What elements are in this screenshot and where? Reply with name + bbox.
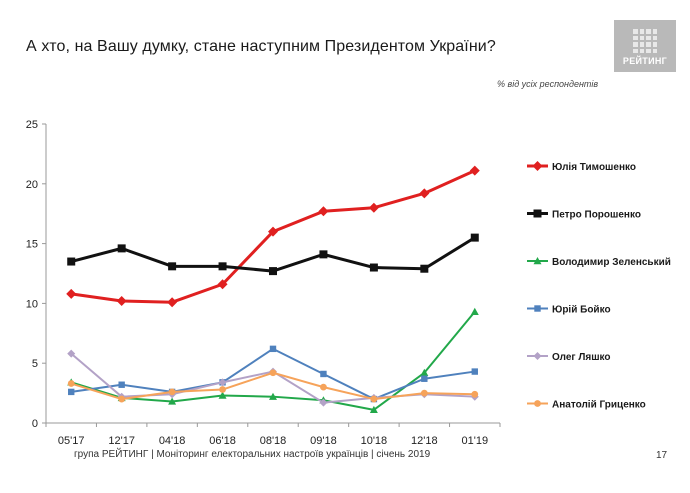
data-point (118, 381, 125, 388)
logo-text: РЕЙТИНГ (622, 56, 668, 66)
x-tick-label: 08'18 (260, 435, 287, 447)
data-point (420, 389, 428, 397)
data-point (168, 397, 177, 405)
legend-marker (532, 161, 543, 171)
data-point (168, 388, 176, 396)
data-point (368, 202, 379, 213)
legend-marker (534, 305, 541, 312)
chart-subtitle: % від усіх респондентів (497, 79, 599, 89)
legend-label: Володимир Зеленський (552, 257, 671, 268)
data-point (116, 296, 127, 307)
data-point (269, 369, 277, 377)
data-point (421, 375, 428, 382)
x-tick-label: 12'17 (108, 435, 135, 447)
data-point (469, 165, 480, 176)
y-tick-label: 0 (32, 418, 38, 430)
y-tick-label: 10 (26, 298, 38, 310)
data-point (68, 388, 75, 396)
legend-label: Юлія Тимошенко (552, 162, 636, 173)
data-point (217, 279, 228, 290)
footer-text: група РЕЙТИНГ | Моніторинг електоральних… (74, 449, 431, 460)
data-point (218, 378, 227, 387)
data-point (219, 386, 226, 393)
series-line (70, 236, 476, 273)
data-point (470, 233, 479, 242)
data-point (269, 345, 277, 353)
data-point (168, 262, 177, 271)
y-tick-label: 25 (26, 119, 38, 131)
data-point (319, 398, 328, 407)
legend-marker (533, 209, 542, 218)
legend-label: Юрій Бойко (552, 305, 611, 316)
data-point (167, 297, 178, 308)
logo-grid-icon (633, 29, 657, 53)
data-point (369, 405, 378, 414)
data-point (269, 267, 277, 276)
data-point (67, 380, 75, 387)
y-tick-label: 20 (26, 179, 38, 191)
data-point (319, 250, 328, 259)
data-point (269, 392, 277, 400)
x-tick-label: 04'18 (159, 435, 186, 447)
data-point (318, 206, 329, 217)
legend-marker (533, 257, 542, 265)
legend-marker (533, 352, 542, 360)
data-point (419, 188, 430, 199)
page-number: 17 (656, 450, 668, 461)
data-point (320, 383, 327, 391)
legend-label: Анатолій Гриценко (552, 400, 646, 411)
data-point (67, 257, 76, 266)
data-point (66, 288, 77, 299)
reiting-logo: РЕЙТИНГ (614, 20, 676, 72)
x-tick-label: 06'18 (209, 435, 236, 447)
data-point (471, 368, 478, 375)
x-tick-label: 05'17 (58, 435, 85, 447)
x-tick-label: 10'18 (361, 435, 388, 447)
legend-label: Петро Порошенко (552, 210, 641, 221)
data-point (118, 395, 126, 403)
data-point (370, 395, 378, 403)
data-point (369, 263, 378, 272)
data-point (420, 368, 429, 376)
data-point (471, 390, 479, 398)
data-point (420, 264, 429, 273)
x-tick-label: 09'18 (310, 435, 337, 447)
data-point (218, 391, 227, 399)
data-point (117, 244, 126, 253)
y-tick-label: 5 (32, 358, 38, 370)
x-tick-label: 01'19 (461, 435, 488, 447)
legend-marker (534, 400, 541, 407)
legend-label: Олег Ляшко (552, 352, 611, 363)
chart-title: А хто, на Вашу думку, стане наступним Пр… (26, 38, 496, 55)
x-tick-label: 12'18 (411, 435, 438, 447)
data-point (320, 370, 327, 378)
data-point (67, 349, 76, 358)
data-point (218, 262, 227, 271)
y-tick-label: 15 (26, 239, 38, 251)
data-point (268, 226, 278, 237)
data-point (470, 307, 479, 315)
